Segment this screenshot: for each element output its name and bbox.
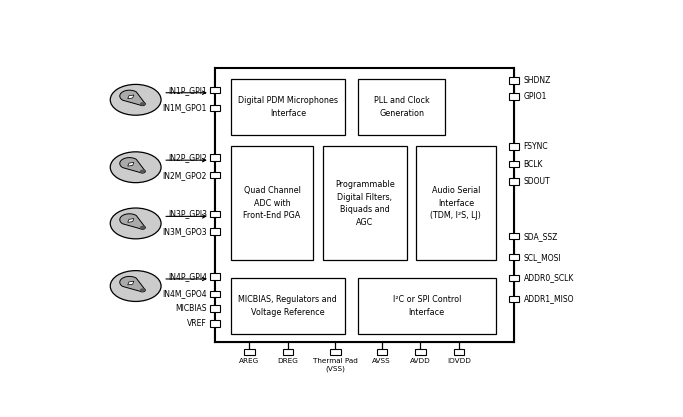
- Text: ADDR1_MISO: ADDR1_MISO: [524, 294, 574, 304]
- Text: SDOUT: SDOUT: [524, 177, 550, 186]
- Circle shape: [141, 289, 144, 291]
- Text: AVSS: AVSS: [372, 358, 391, 364]
- Bar: [509, 296, 520, 302]
- Bar: [376, 349, 387, 355]
- Bar: [509, 233, 520, 239]
- Polygon shape: [120, 214, 145, 229]
- Polygon shape: [120, 90, 145, 106]
- Text: AVDD: AVDD: [410, 358, 431, 364]
- Polygon shape: [120, 158, 145, 173]
- Bar: [509, 178, 520, 185]
- Text: I²C or SPI Control
Interface: I²C or SPI Control Interface: [393, 295, 461, 317]
- Text: DREG: DREG: [278, 358, 298, 364]
- Bar: [283, 349, 294, 355]
- Bar: [210, 172, 221, 178]
- Text: IN2P_GPI2: IN2P_GPI2: [169, 153, 207, 162]
- Bar: [509, 93, 520, 100]
- Bar: [210, 291, 221, 297]
- Bar: [415, 349, 426, 355]
- Bar: [509, 254, 520, 260]
- Text: Audio Serial
Interface
(TDM, I²S, LJ): Audio Serial Interface (TDM, I²S, LJ): [430, 186, 482, 220]
- Bar: [358, 79, 445, 135]
- Text: Quad Channel
ADC with
Front-End PGA: Quad Channel ADC with Front-End PGA: [243, 186, 301, 220]
- Bar: [330, 349, 341, 355]
- Text: AREG: AREG: [239, 358, 260, 364]
- Circle shape: [141, 170, 144, 172]
- Text: BCLK: BCLK: [524, 160, 543, 168]
- Bar: [454, 349, 464, 355]
- Bar: [509, 143, 520, 150]
- Text: IN1M_GPO1: IN1M_GPO1: [163, 103, 207, 112]
- Circle shape: [110, 84, 161, 115]
- Bar: [231, 278, 345, 334]
- Text: IN3M_GPO3: IN3M_GPO3: [163, 227, 207, 236]
- Polygon shape: [128, 281, 134, 285]
- Text: IN4P_GPI4: IN4P_GPI4: [168, 272, 207, 281]
- Bar: [210, 273, 221, 280]
- Text: IN4M_GPO4: IN4M_GPO4: [163, 289, 207, 299]
- Text: IOVDD: IOVDD: [447, 358, 471, 364]
- Text: PLL and Clock
Generation: PLL and Clock Generation: [374, 96, 430, 118]
- Text: Digital PDM Microphones
Interface: Digital PDM Microphones Interface: [238, 96, 338, 118]
- Bar: [358, 278, 496, 334]
- Bar: [509, 77, 520, 84]
- Circle shape: [141, 226, 144, 229]
- Bar: [509, 275, 520, 281]
- Polygon shape: [128, 95, 134, 99]
- Text: GPIO1: GPIO1: [524, 92, 547, 101]
- Text: MICBIAS: MICBIAS: [176, 304, 207, 313]
- Circle shape: [110, 208, 161, 239]
- Bar: [210, 105, 221, 111]
- Bar: [210, 154, 221, 161]
- Bar: [210, 87, 221, 93]
- Text: MICBIAS, Regulators and
Voltage Reference: MICBIAS, Regulators and Voltage Referenc…: [238, 295, 337, 317]
- Polygon shape: [128, 219, 134, 222]
- Bar: [210, 305, 221, 312]
- Bar: [416, 146, 496, 260]
- Text: VREF: VREF: [187, 319, 207, 328]
- Text: IN2M_GPO2: IN2M_GPO2: [163, 171, 207, 180]
- Polygon shape: [128, 162, 134, 166]
- Bar: [322, 146, 407, 260]
- Polygon shape: [120, 276, 145, 292]
- Text: IN1P_GPI1: IN1P_GPI1: [169, 85, 207, 95]
- Bar: [509, 161, 520, 167]
- Text: SDA_SSZ: SDA_SSZ: [524, 232, 558, 241]
- Text: SHDNZ: SHDNZ: [524, 76, 551, 85]
- Bar: [231, 79, 345, 135]
- Bar: [231, 146, 313, 260]
- Circle shape: [141, 103, 144, 105]
- Text: FSYNC: FSYNC: [524, 142, 548, 151]
- Circle shape: [110, 271, 161, 301]
- Bar: [210, 320, 221, 327]
- Circle shape: [110, 152, 161, 183]
- Bar: [210, 228, 221, 235]
- Text: ADDR0_SCLK: ADDR0_SCLK: [524, 274, 574, 282]
- Text: Programmable
Digital Filters,
Biquads and
AGC: Programmable Digital Filters, Biquads an…: [335, 180, 395, 226]
- Text: Thermal Pad
(VSS): Thermal Pad (VSS): [313, 358, 358, 372]
- Bar: [215, 68, 514, 342]
- Bar: [245, 349, 255, 355]
- Text: SCL_MOSI: SCL_MOSI: [524, 253, 561, 261]
- Text: IN3P_GPI3: IN3P_GPI3: [168, 209, 207, 218]
- Bar: [210, 211, 221, 217]
